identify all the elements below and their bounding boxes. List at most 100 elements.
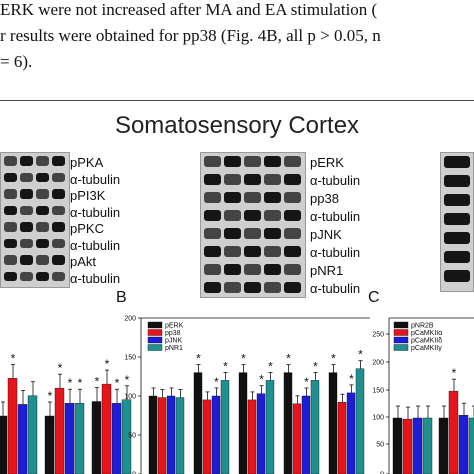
significance-star: *: [78, 376, 83, 390]
blot-band: [20, 156, 33, 166]
bar: [101, 383, 112, 474]
blot-band: [284, 156, 301, 167]
blot-band: [264, 282, 281, 293]
significance-star: *: [331, 352, 336, 366]
blot-band: [52, 255, 65, 265]
significance-star: *: [358, 348, 363, 362]
legend-swatch: [393, 329, 409, 336]
bar: [0, 415, 8, 474]
y-tick-label: 100: [372, 415, 384, 422]
significance-star: *: [196, 352, 201, 366]
significance-star: *: [214, 375, 219, 389]
blot-band: [36, 189, 49, 199]
blot-label: pp38: [310, 191, 339, 206]
significance-star: *: [268, 359, 273, 373]
blot-label: α-tubulin: [310, 173, 361, 188]
blot-band: [224, 228, 241, 239]
bar: [64, 403, 75, 474]
legend-swatch: [393, 344, 409, 351]
y-tick-label: 200: [372, 360, 384, 367]
significance-star: *: [48, 389, 53, 403]
blot-band: [264, 192, 281, 203]
significance-star: *: [241, 352, 246, 366]
bar: [238, 372, 248, 474]
y-tick-label: 100: [124, 394, 136, 401]
blot-band: [224, 156, 241, 167]
bar: [458, 415, 469, 474]
blot-band: [36, 205, 49, 215]
section-divider: [0, 100, 474, 101]
y-tick-label: 150: [372, 388, 384, 395]
blot-band: [36, 222, 49, 232]
bar: [202, 399, 212, 474]
bar: [111, 403, 122, 474]
bar: [44, 415, 55, 474]
blot-band: [224, 246, 241, 257]
bar: [301, 395, 311, 474]
blot-band: [36, 271, 49, 281]
bar: [27, 395, 38, 474]
paper-text-line-3: = 6).: [0, 52, 33, 71]
blot-band: [244, 156, 261, 167]
blot-band: [4, 156, 17, 166]
y-tick-label: 50: [376, 442, 384, 449]
blot-band: [264, 174, 281, 185]
blot-band: [4, 238, 17, 248]
paper-text-line-1: ERK were not increased after MA and EA s…: [0, 0, 378, 19]
blot-band: [264, 228, 281, 239]
blot-label: pPI3K: [70, 188, 106, 203]
significance-star: *: [452, 366, 457, 380]
significance-star: *: [68, 376, 73, 390]
blot-band: [52, 222, 65, 232]
bar: [292, 403, 302, 474]
y-tick-label: 50: [128, 433, 136, 440]
legend-swatch: [393, 321, 409, 329]
blot-label: pNR1: [310, 263, 344, 278]
legend-swatch: [147, 344, 163, 351]
blot-band: [36, 238, 49, 248]
bar: [265, 380, 275, 474]
blot-band: [204, 246, 221, 257]
blot-band: [244, 228, 261, 239]
y-tick-label: 0: [132, 472, 136, 474]
blot-band: [52, 156, 65, 166]
legend-swatch: [147, 329, 163, 336]
legend-label: pNR2B: [411, 323, 434, 330]
significance-star: *: [11, 351, 16, 365]
bar: [468, 417, 474, 474]
blot-band: [204, 174, 221, 185]
blot-band: [224, 210, 241, 221]
bar: [392, 417, 403, 474]
blot-band: [264, 246, 281, 257]
blot-band: [20, 189, 33, 199]
bar: [91, 401, 102, 474]
legend-swatch: [393, 336, 409, 344]
legend-swatch: [147, 336, 163, 344]
blot-band: [52, 238, 65, 248]
blot-band: [444, 194, 470, 206]
bar: [422, 417, 433, 474]
paper-text-line-2: r results were obtained for pp38 (Fig. 4…: [0, 26, 381, 45]
blot-band: [20, 238, 33, 248]
bar: [328, 372, 338, 474]
bar: [247, 399, 257, 474]
legend-label: pCaMKIIδ: [411, 338, 442, 345]
bar: [193, 372, 203, 474]
blot-label: α-tubulin: [310, 209, 361, 224]
blot-band: [52, 205, 65, 215]
blot-band: [284, 174, 301, 185]
blot-band: [36, 172, 49, 182]
blot-band: [204, 156, 221, 167]
significance-star: *: [259, 373, 264, 387]
blot-label: pPKC: [70, 221, 104, 236]
legend-label: pCaMKIIγ: [411, 345, 442, 352]
blot-band: [284, 210, 301, 221]
blot-label: α-tubulin: [310, 245, 361, 260]
y-tick-label: 250: [372, 332, 384, 339]
blot-band: [284, 282, 301, 293]
blot-band: [244, 192, 261, 203]
blot-band: [244, 282, 261, 293]
blot-band: [52, 271, 65, 281]
blot-band: [36, 255, 49, 265]
bar: [412, 417, 423, 474]
